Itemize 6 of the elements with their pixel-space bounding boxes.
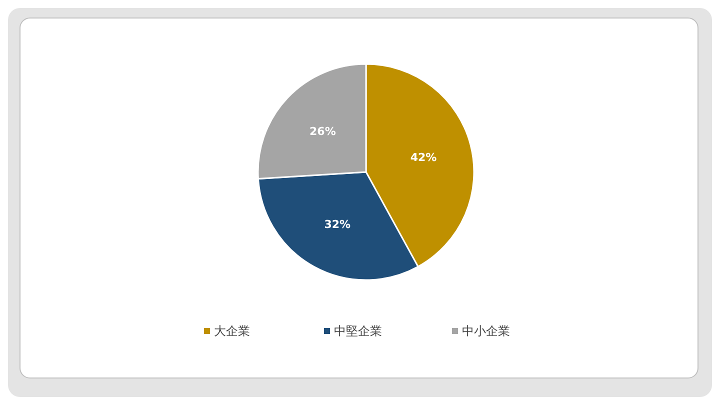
data-label: 42%	[410, 151, 437, 164]
data-label: 26%	[310, 125, 336, 138]
legend-label: 中堅企業	[334, 324, 382, 338]
data-label: 32%	[324, 218, 351, 231]
legend-label: 大企業	[214, 324, 250, 338]
legend-label: 中小企業	[462, 324, 510, 338]
